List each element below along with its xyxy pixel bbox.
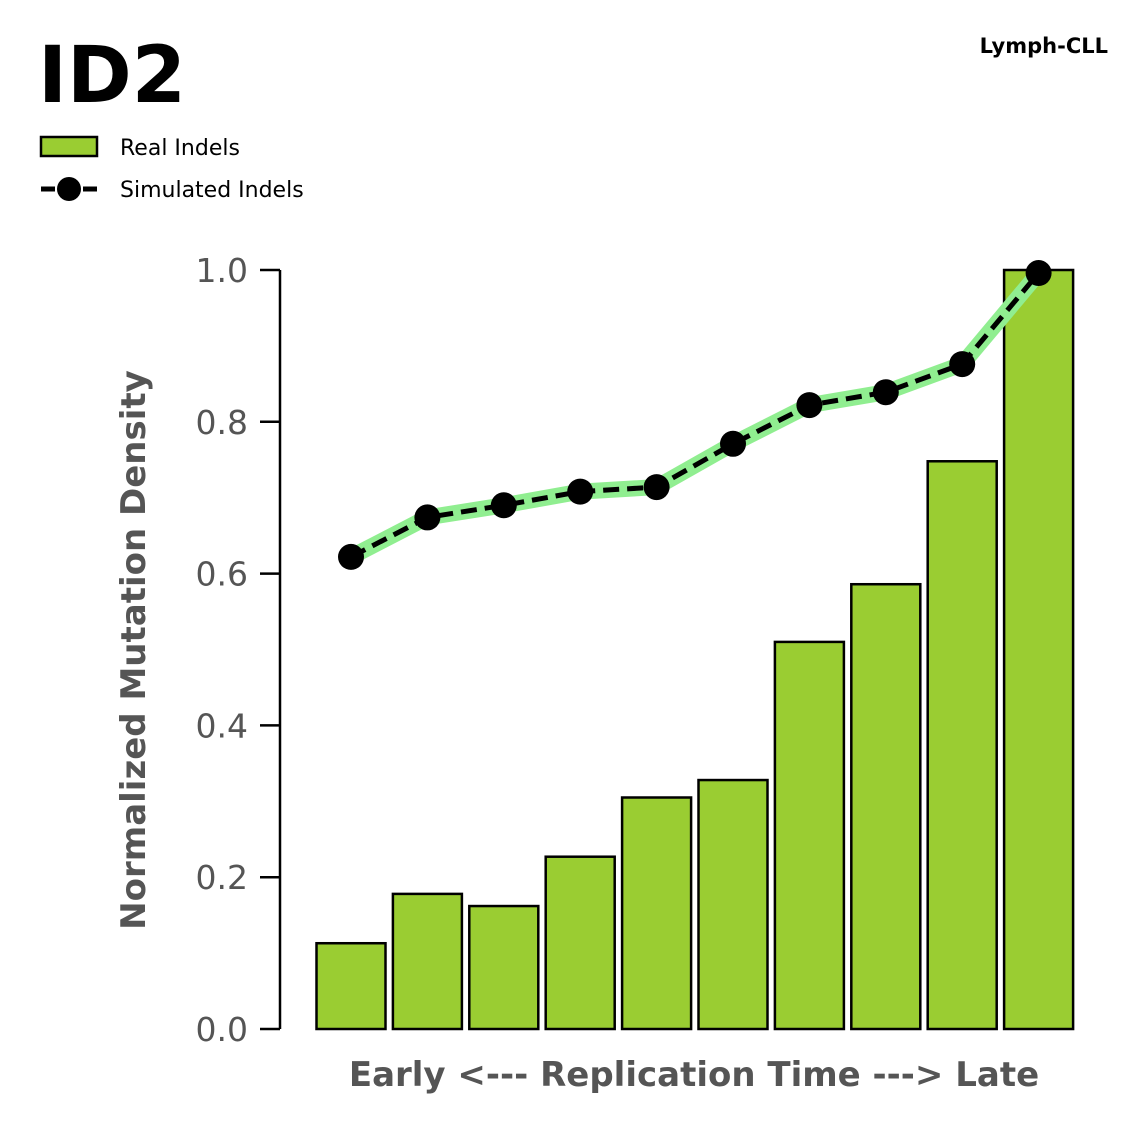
x-axis-label: Early <--- Replication Time ---> Late <box>349 1055 1039 1095</box>
bar-real-indels <box>391 892 464 1031</box>
simulated-point <box>414 504 441 531</box>
legend: Real Indels Simulated Indels <box>39 135 304 203</box>
simulated-point <box>567 478 594 505</box>
bar-real-indels <box>850 582 922 1031</box>
simulated-point <box>796 392 823 419</box>
simulated-point <box>872 379 899 406</box>
bar-real-indels <box>926 460 998 1031</box>
bar-real-indels <box>315 941 387 1031</box>
simulated-point <box>949 351 976 378</box>
chart-title: ID2 <box>38 31 186 121</box>
y-tick-label: 0.4 <box>196 706 248 745</box>
simulated-point <box>1025 260 1052 287</box>
simulated-point <box>643 474 670 501</box>
simulated-line-path <box>349 271 1041 560</box>
legend-swatch-simulated-marker <box>57 177 81 201</box>
legend-label-simulated-indels: Simulated Indels <box>120 178 304 203</box>
simulated-point <box>338 543 364 570</box>
bars <box>315 268 1075 1031</box>
y-tick-label: 0.0 <box>196 1010 248 1049</box>
y-tick-label: 0.2 <box>196 858 248 897</box>
y-tick-label: 1.0 <box>196 251 248 290</box>
bar-real-indels <box>697 778 769 1031</box>
y-tick-label: 0.6 <box>196 555 248 594</box>
y-tick-label: 0.8 <box>196 403 248 442</box>
axes: 0.0 0.2 0.4 0.6 0.8 1.0 <box>196 251 282 1049</box>
chart-subtitle: Lymph-CLL <box>980 34 1108 58</box>
simulated-point <box>720 430 746 457</box>
simulated-point <box>490 492 517 519</box>
bar-real-indels <box>773 640 846 1031</box>
bar-real-indels <box>468 904 540 1031</box>
bar-real-indels <box>544 855 616 1031</box>
legend-label-real-indels: Real Indels <box>120 136 240 161</box>
y-axis-label: Normalized Mutation Density <box>114 370 154 930</box>
simulated-line <box>338 260 1052 570</box>
legend-swatch-real-indels <box>39 135 99 158</box>
bar-real-indels <box>620 796 693 1031</box>
bar-real-indels <box>1002 268 1075 1031</box>
